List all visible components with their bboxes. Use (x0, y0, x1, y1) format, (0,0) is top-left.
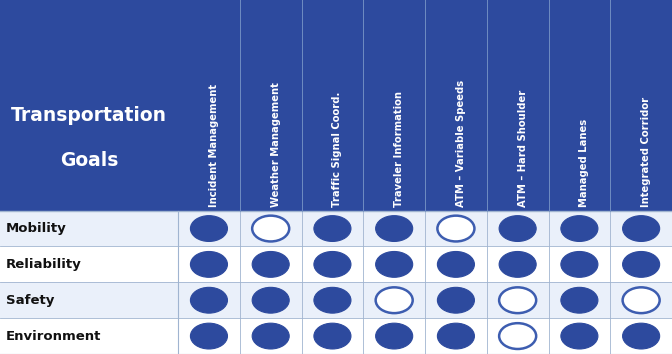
Text: Reliability: Reliability (6, 258, 82, 271)
Ellipse shape (376, 287, 413, 313)
Ellipse shape (437, 287, 474, 313)
Ellipse shape (314, 251, 351, 277)
Bar (0, 211, 672, 246)
Ellipse shape (622, 323, 660, 349)
Text: Safety: Safety (6, 294, 54, 307)
Bar (0, 246, 672, 282)
Ellipse shape (499, 323, 536, 349)
Text: Managed Lanes: Managed Lanes (579, 119, 589, 207)
Ellipse shape (376, 323, 413, 349)
Ellipse shape (561, 287, 598, 313)
Text: Goals: Goals (60, 150, 118, 170)
Ellipse shape (376, 251, 413, 277)
Ellipse shape (252, 323, 289, 349)
Ellipse shape (561, 323, 598, 349)
Text: Integrated Corridor: Integrated Corridor (641, 97, 651, 207)
Text: Mobility: Mobility (6, 222, 67, 235)
Ellipse shape (499, 251, 536, 277)
Text: Weather Management: Weather Management (271, 82, 281, 207)
Ellipse shape (190, 216, 227, 241)
Text: ATM – Hard Shoulder: ATM – Hard Shoulder (517, 89, 528, 207)
Ellipse shape (437, 323, 474, 349)
Text: Traveler Information: Traveler Information (394, 91, 404, 207)
Ellipse shape (376, 216, 413, 241)
Ellipse shape (314, 323, 351, 349)
Text: Incident Management: Incident Management (209, 84, 219, 207)
Ellipse shape (252, 287, 289, 313)
Bar (0, 0, 672, 211)
Ellipse shape (561, 216, 598, 241)
Bar (0, 318, 672, 354)
Ellipse shape (190, 251, 227, 277)
Ellipse shape (622, 216, 660, 241)
Ellipse shape (252, 251, 289, 277)
Text: Traffic Signal Coord.: Traffic Signal Coord. (333, 91, 343, 207)
Bar (0, 282, 672, 318)
Ellipse shape (314, 287, 351, 313)
Ellipse shape (190, 287, 227, 313)
Ellipse shape (314, 216, 351, 241)
Ellipse shape (499, 216, 536, 241)
Ellipse shape (499, 287, 536, 313)
Ellipse shape (622, 251, 660, 277)
Text: Transportation: Transportation (11, 106, 167, 125)
Text: ATM – Variable Speeds: ATM – Variable Speeds (456, 80, 466, 207)
Ellipse shape (437, 251, 474, 277)
Ellipse shape (190, 323, 227, 349)
Text: Environment: Environment (6, 330, 101, 343)
Ellipse shape (437, 216, 474, 241)
Ellipse shape (561, 251, 598, 277)
Ellipse shape (252, 216, 289, 241)
Ellipse shape (622, 287, 660, 313)
